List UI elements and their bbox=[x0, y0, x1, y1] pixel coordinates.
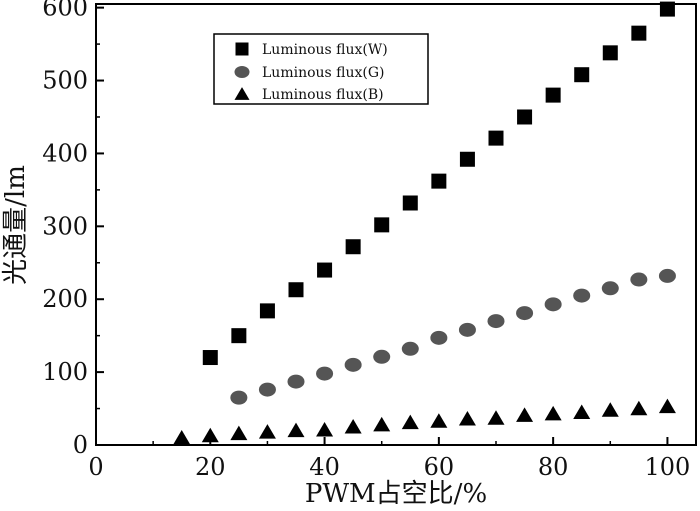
y-tick-label: 0 bbox=[73, 431, 88, 459]
legend: Luminous flux(W) Luminous flux(G) Luminous… bbox=[213, 33, 429, 105]
data-point-g bbox=[573, 288, 591, 303]
data-point-w bbox=[402, 195, 418, 211]
y-tick-label: 200 bbox=[42, 285, 88, 313]
data-point-b bbox=[544, 405, 562, 421]
x-tick-label: 80 bbox=[538, 453, 569, 481]
y-tick-label: 600 bbox=[42, 0, 88, 22]
y-tick-label: 300 bbox=[42, 212, 88, 240]
data-point-w bbox=[374, 217, 390, 233]
x-axis-title: PWM占空比/% bbox=[305, 479, 487, 509]
data-point-w bbox=[488, 130, 504, 146]
data-point-w bbox=[231, 328, 247, 344]
legend-items: Luminous flux(W) Luminous flux(G) Luminous… bbox=[234, 42, 388, 103]
data-point-g bbox=[344, 357, 362, 372]
y-axis-title: 光通量/lm bbox=[1, 165, 31, 285]
data-point-b bbox=[658, 398, 676, 414]
x-tick-label: 0 bbox=[88, 453, 103, 481]
data-point-w bbox=[574, 67, 590, 83]
data-point-w bbox=[317, 262, 333, 278]
legend-marker bbox=[234, 87, 250, 100]
legend-label: Luminous flux(G) bbox=[262, 65, 385, 81]
y-tick-label: 400 bbox=[42, 139, 88, 167]
data-point-b bbox=[230, 425, 248, 441]
data-point-b bbox=[173, 429, 191, 445]
y-tick-label: 500 bbox=[42, 67, 88, 95]
data-point-g bbox=[458, 322, 476, 337]
data-point-w bbox=[659, 1, 675, 17]
data-point-g bbox=[630, 272, 648, 287]
data-point-b bbox=[201, 427, 219, 443]
legend-marker bbox=[234, 66, 250, 78]
data-point-w bbox=[345, 239, 361, 255]
data-point-b bbox=[430, 413, 448, 428]
legend-marker bbox=[235, 42, 249, 56]
data-point-b bbox=[344, 419, 362, 434]
data-point-w bbox=[288, 282, 304, 298]
data-point-w bbox=[545, 87, 561, 103]
data-point-w bbox=[602, 45, 618, 61]
data-point-g bbox=[516, 306, 534, 321]
data-point-g bbox=[487, 314, 505, 329]
data-point-g bbox=[401, 341, 419, 356]
x-tick-label: 60 bbox=[424, 453, 455, 481]
data-point-w bbox=[431, 173, 447, 189]
data-points bbox=[173, 1, 676, 445]
data-point-b bbox=[287, 422, 305, 438]
data-point-w bbox=[517, 109, 533, 125]
data-point-g bbox=[316, 366, 334, 381]
data-point-g bbox=[287, 374, 305, 389]
data-point-g bbox=[658, 268, 676, 283]
data-point-b bbox=[601, 402, 619, 417]
data-point-b bbox=[258, 424, 276, 439]
data-point-g bbox=[230, 390, 248, 405]
x-axis-ticks: 0 20 40 60 80 100 bbox=[88, 437, 690, 481]
legend-box bbox=[213, 33, 429, 105]
data-point-w bbox=[631, 25, 647, 41]
data-point-w bbox=[202, 350, 218, 366]
data-point-b bbox=[373, 416, 391, 432]
legend-label: Luminous flux(B) bbox=[262, 87, 384, 103]
data-point-b bbox=[573, 404, 591, 419]
data-point-b bbox=[401, 414, 419, 430]
data-point-g bbox=[544, 297, 562, 312]
data-point-w bbox=[259, 303, 275, 319]
x-tick-label: 20 bbox=[195, 453, 226, 481]
x-tick-label: 40 bbox=[309, 453, 340, 481]
legend-label: Luminous flux(W) bbox=[262, 42, 388, 58]
data-point-b bbox=[487, 410, 505, 425]
data-point-b bbox=[630, 400, 648, 416]
y-tick-label: 100 bbox=[42, 358, 88, 386]
data-point-g bbox=[601, 281, 619, 296]
plot-frame bbox=[95, 3, 697, 446]
data-point-b bbox=[316, 421, 334, 437]
data-point-g bbox=[430, 330, 448, 345]
data-point-g bbox=[258, 382, 276, 397]
data-point-b bbox=[458, 411, 476, 426]
x-tick-label: 100 bbox=[645, 453, 691, 481]
data-point-g bbox=[373, 349, 391, 364]
data-point-b bbox=[516, 407, 534, 422]
y-axis-ticks: 0 100 200 300 400 500 600 bbox=[42, 0, 104, 459]
data-point-w bbox=[459, 151, 475, 167]
